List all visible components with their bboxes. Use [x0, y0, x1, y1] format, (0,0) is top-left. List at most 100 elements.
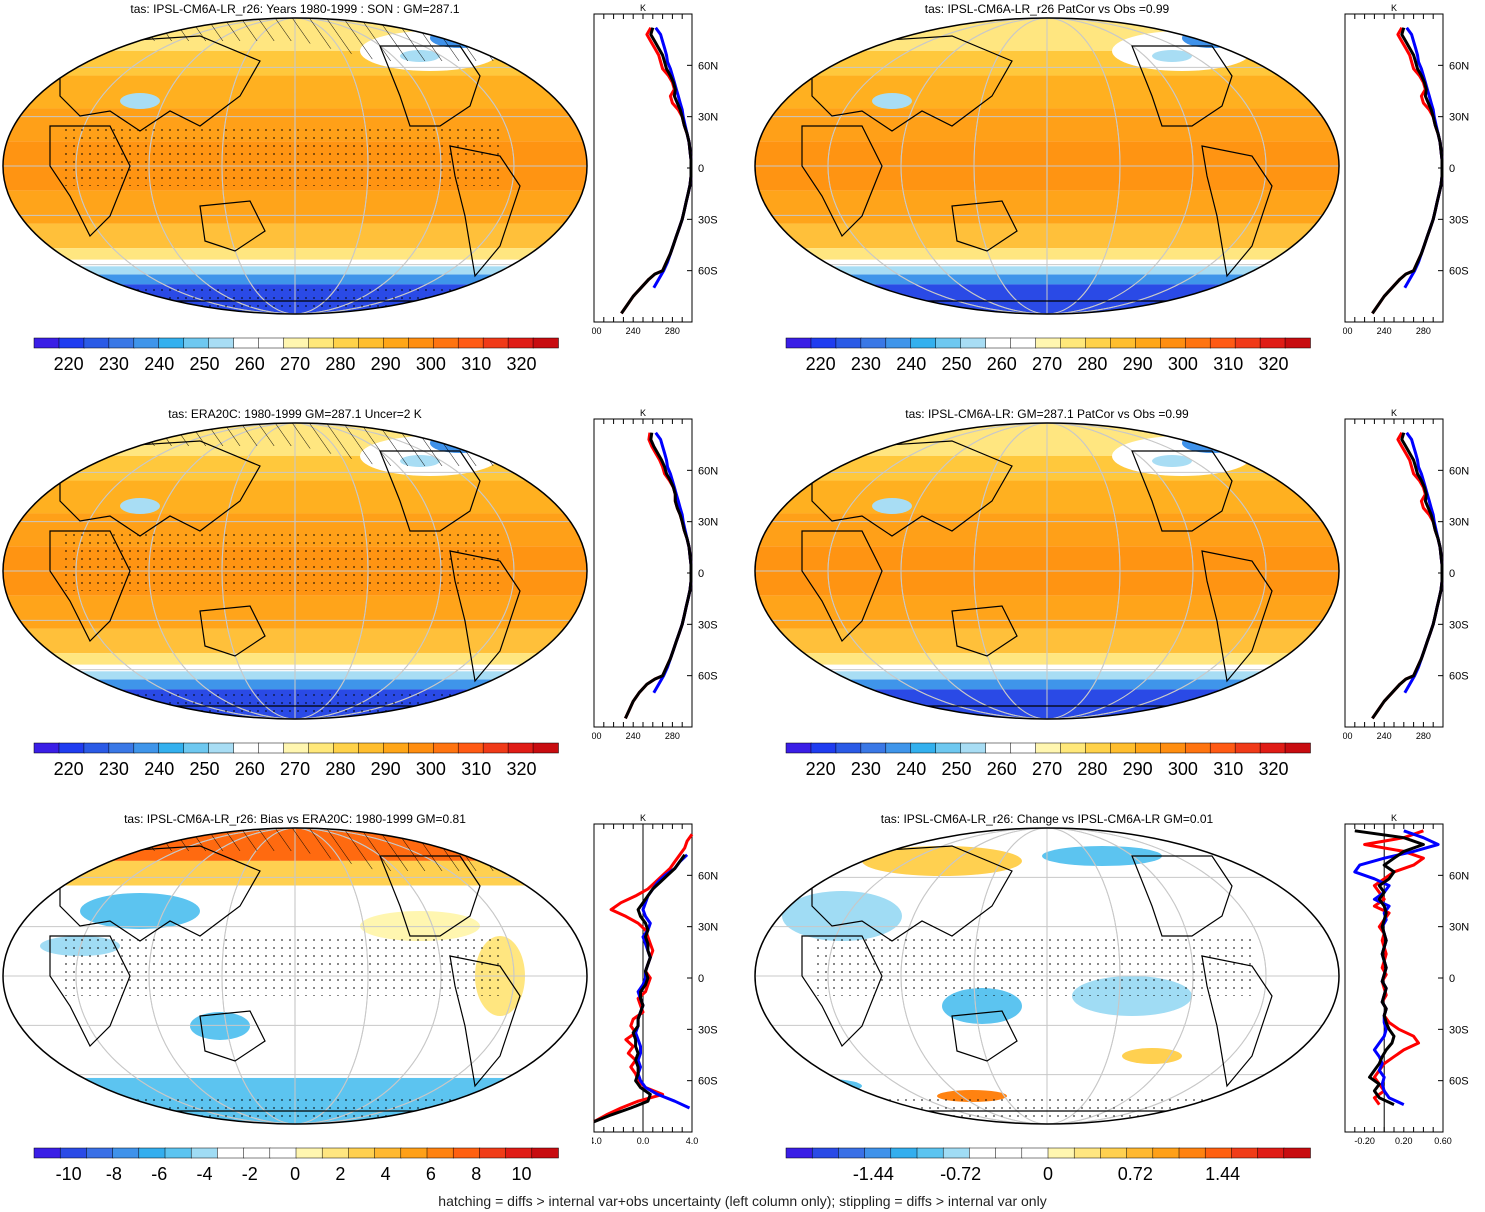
colorbar-cell — [58, 742, 85, 754]
colorbar-cell — [1160, 337, 1186, 349]
colorbar-cell — [1047, 1147, 1075, 1159]
colorbar-cell — [374, 1147, 402, 1159]
colorbar-tick-label: 280 — [325, 759, 355, 779]
map-svg: 220 230 240 250 260 270 280 290 300 310 320 — [2, 17, 588, 374]
profile-x-tick-label: 240 — [1377, 326, 1392, 336]
colorbar-tick-label: 0 — [290, 1164, 300, 1184]
map-border — [2, 827, 588, 1125]
colorbar-cell — [1184, 742, 1211, 754]
colorbar-tick-label: 0 — [1043, 1164, 1053, 1184]
profile-y-tick-label: 0 — [1449, 973, 1455, 985]
profile-x-tick-label: 280 — [1416, 326, 1431, 336]
profile-svg: K 200 240 280 60N 30N 0 30S 60S — [1337, 3, 1469, 336]
colorbar-cell — [1085, 742, 1112, 754]
colorbar-cell — [243, 1147, 271, 1159]
colorbar-cell — [1035, 337, 1062, 349]
colorbar-cell — [208, 742, 235, 754]
colorbar-cell — [333, 742, 360, 754]
colorbar-tick-label: -1.44 — [853, 1164, 894, 1184]
profile-y-tick-label: 30N — [1449, 922, 1469, 934]
colorbar-cell — [916, 1147, 944, 1159]
profile-y-tick-label: 0 — [698, 973, 704, 985]
colorbar-cell — [1135, 337, 1162, 349]
profile-x-tick-label: 240 — [626, 731, 641, 741]
map-title: tas: IPSL-CM6A-LR_r26: Change vs IPSL-CM… — [880, 812, 1214, 826]
profile-line-black — [593, 853, 686, 1124]
profile-frame — [593, 13, 693, 323]
colorbar-tick-label: 4 — [381, 1164, 391, 1184]
colorbar-tick-label: 230 — [99, 759, 129, 779]
colorbar-tick-label: 280 — [325, 354, 355, 374]
map-title: tas: IPSL-CM6A-LR_r26: Bias vs ERA20C: 1… — [124, 812, 466, 826]
colorbar-tick-label: -6 — [151, 1164, 167, 1184]
colorbar-cell — [1010, 742, 1037, 754]
coastline — [811, 35, 1013, 132]
colorbar-cell — [112, 1147, 140, 1159]
profile-y-tick-label: 60S — [698, 266, 718, 278]
colorbar-tick-label: 290 — [1123, 354, 1153, 374]
map-panel-8: tas: IPSL-CM6A-LR_r26: Bias vs ERA20C: 1… — [0, 810, 590, 1210]
profile-x-tick-label: 280 — [665, 731, 680, 741]
colorbar-cell — [400, 1147, 428, 1159]
colorbar-cell — [1060, 742, 1087, 754]
colorbar-tick-label: 250 — [941, 354, 971, 374]
colorbar-cell — [408, 337, 434, 349]
colorbar-cell — [1284, 337, 1311, 349]
profile-line-red — [620, 26, 693, 315]
profile-x-tick-label: 240 — [626, 326, 641, 336]
profile-line-red — [624, 432, 693, 720]
colorbar-cell — [33, 742, 60, 754]
profile-y-tick-label: 60N — [1449, 60, 1469, 72]
colorbar-cell — [1152, 1147, 1180, 1159]
colorbar-cell — [138, 1147, 166, 1159]
colorbar-cell — [1209, 742, 1236, 754]
profile-x-tick-label: -0.20 — [1354, 1136, 1375, 1146]
profile-x-tick-label: 200 — [1343, 326, 1353, 336]
colorbar-cell — [183, 742, 210, 754]
coastline — [801, 125, 883, 238]
profile-line-black — [620, 27, 693, 315]
profile-svg: K 200 240 280 60N 30N 0 30S 60S — [1337, 408, 1469, 741]
colorbar-cell — [860, 337, 887, 349]
colorbar-cell — [321, 1147, 350, 1159]
colorbar-tick-label: 10 — [511, 1164, 531, 1184]
colorbar-cell — [811, 1147, 840, 1159]
colorbar-cell — [1234, 337, 1261, 349]
profile-line-red — [1371, 26, 1444, 315]
colorbar-cell — [935, 742, 962, 754]
colorbar-cell — [985, 337, 1012, 349]
colorbar-tick-label: -0.72 — [940, 1164, 981, 1184]
colorbar-tick-label: 230 — [851, 354, 881, 374]
colorbar-tick-label: 230 — [851, 759, 881, 779]
colorbar-tick-label: 250 — [189, 759, 219, 779]
colorbar-cell — [283, 742, 310, 754]
profile-y-tick-label: 30N — [698, 922, 718, 934]
coastline — [199, 605, 266, 657]
profile-line-black — [1354, 829, 1425, 1106]
colorbar-cell — [457, 337, 484, 349]
colorbar-tick-label: 220 — [54, 759, 84, 779]
profile-y-tick-label: 30N — [698, 112, 718, 124]
colorbar-tick-label: 220 — [54, 354, 84, 374]
profile-x-tick-label: 4.0 — [686, 1136, 699, 1146]
profile-y-tick-label: 60S — [1449, 671, 1469, 683]
colorbar-cell — [1110, 742, 1137, 754]
profile-unit-label: K — [1391, 813, 1397, 823]
colorbar-cell — [283, 337, 310, 349]
map-title: tas: IPSL-CM6A-LR: GM=287.1 PatCor vs Ob… — [905, 407, 1189, 421]
colorbar-cell — [532, 742, 559, 754]
profile-y-tick-label: 30S — [1449, 619, 1469, 631]
colorbar-cell — [507, 742, 534, 754]
profile-line-black — [1371, 432, 1444, 720]
colorbar-tick-label: 250 — [941, 759, 971, 779]
colorbar-cell — [1135, 742, 1162, 754]
map-svg: 220 230 240 250 260 270 280 290 300 310 320 — [754, 422, 1340, 779]
profile-svg: K -4.0 0.0 4.0 60N 30N 0 30S 60S — [586, 813, 718, 1146]
coastline — [1131, 855, 1233, 937]
colorbar-cell — [86, 1147, 114, 1159]
colorbar-cell — [59, 1147, 88, 1159]
colorbar-cell — [190, 1147, 219, 1159]
colorbar-tick-label: 0.72 — [1118, 1164, 1153, 1184]
colorbar-tick-label: 290 — [1123, 759, 1153, 779]
colorbar-tick-label: 250 — [189, 354, 219, 374]
